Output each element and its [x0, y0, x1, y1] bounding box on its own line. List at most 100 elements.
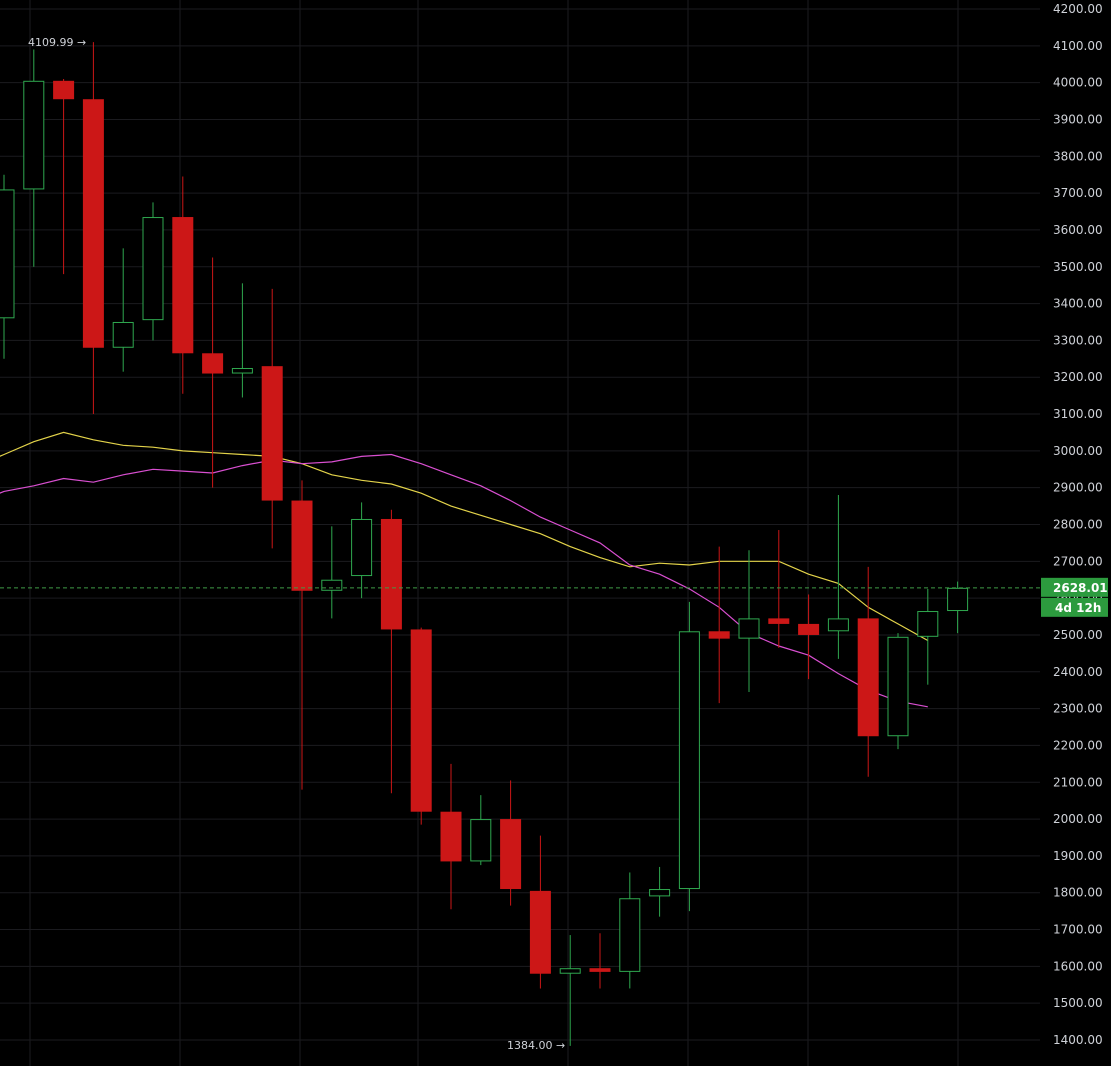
- moving-averages: [0, 431, 929, 708]
- countdown-value: 4d 12h: [1055, 601, 1101, 615]
- candle[interactable]: [798, 594, 820, 680]
- candle-body-up: [23, 80, 45, 190]
- high-price-annotation: 4109.99 →: [28, 36, 86, 49]
- y-axis-tick-label: 2100.00: [1053, 775, 1103, 789]
- candle[interactable]: [589, 933, 611, 989]
- candle-body-down: [82, 99, 104, 348]
- candle[interactable]: [768, 530, 790, 648]
- candle[interactable]: [559, 935, 581, 1046]
- low-price-annotation: 1384.00 →: [507, 1039, 565, 1052]
- candle[interactable]: [529, 835, 551, 989]
- candle-body-down: [53, 80, 75, 100]
- y-axis-tick-label: 4200.00: [1053, 2, 1103, 16]
- y-axis-tick-label: 2800.00: [1053, 518, 1103, 532]
- candle-body-down: [798, 623, 820, 635]
- price-axis[interactable]: 1400.00 1500.00 1600.00 1700.00 1800.00 1900.…: [1053, 2, 1103, 1047]
- candle[interactable]: [380, 509, 402, 794]
- candle[interactable]: [470, 795, 492, 866]
- candle[interactable]: [261, 288, 283, 549]
- candle[interactable]: [172, 176, 194, 394]
- current-price-value: 2628.01: [1053, 581, 1108, 595]
- candle-body-down: [589, 968, 611, 972]
- y-axis-tick-label: 2300.00: [1053, 702, 1103, 716]
- candle-body-down: [857, 618, 879, 737]
- candle-body-up: [947, 587, 969, 612]
- candle-body-up: [112, 321, 134, 348]
- candle-body-down: [708, 631, 730, 639]
- candle[interactable]: [82, 42, 104, 415]
- candle[interactable]: [619, 872, 641, 989]
- y-axis-tick-label: 2200.00: [1053, 738, 1103, 752]
- candle-body-up: [887, 636, 909, 737]
- y-axis-tick-label: 2000.00: [1053, 812, 1103, 826]
- candle[interactable]: [887, 633, 909, 750]
- candle[interactable]: [649, 866, 671, 917]
- candle-body-down: [529, 890, 551, 974]
- candle[interactable]: [0, 174, 15, 359]
- candle-body-down: [172, 217, 194, 354]
- candle[interactable]: [410, 627, 432, 825]
- candle[interactable]: [231, 283, 253, 398]
- candle[interactable]: [351, 502, 373, 599]
- candle[interactable]: [53, 78, 75, 275]
- candle-body-down: [410, 629, 432, 812]
- candle[interactable]: [738, 550, 760, 693]
- candle-body-up: [917, 611, 939, 637]
- candle-body-down: [768, 618, 790, 624]
- candle[interactable]: [142, 202, 164, 341]
- candle[interactable]: [23, 49, 45, 267]
- candle-body-down: [440, 811, 462, 862]
- y-axis-tick-label: 1800.00: [1053, 886, 1103, 900]
- candle-body-down: [380, 518, 402, 630]
- price-badges: 2628.01 4d 12h: [1041, 577, 1108, 617]
- candle[interactable]: [827, 495, 849, 659]
- candle-body-up: [142, 217, 164, 321]
- candle-body-down: [261, 366, 283, 501]
- candle[interactable]: [112, 248, 134, 372]
- candle[interactable]: [202, 257, 224, 488]
- candle[interactable]: [947, 581, 969, 634]
- y-axis-tick-label: 1400.00: [1053, 1033, 1103, 1047]
- y-axis-tick-label: 3300.00: [1053, 333, 1103, 347]
- candles: [0, 42, 969, 1046]
- countdown-badge: [1041, 597, 1108, 617]
- candle-body-down: [202, 353, 224, 374]
- candle[interactable]: [440, 763, 462, 910]
- y-axis-tick-label: 3100.00: [1053, 407, 1103, 421]
- candle-body-up: [231, 368, 253, 374]
- y-axis-tick-label: 2400.00: [1053, 665, 1103, 679]
- candle-body-up: [678, 631, 700, 890]
- y-axis-tick-label: 3500.00: [1053, 260, 1103, 274]
- candle[interactable]: [708, 546, 730, 704]
- y-axis-tick-label: 3000.00: [1053, 444, 1103, 458]
- candle-body-up: [470, 819, 492, 862]
- candle-body-up: [649, 889, 671, 897]
- ma-slow-line: [0, 453, 928, 708]
- candle[interactable]: [678, 601, 700, 912]
- y-axis-tick-label: 1500.00: [1053, 996, 1103, 1010]
- candle[interactable]: [291, 480, 313, 790]
- y-axis-tick-label: 4000.00: [1053, 76, 1103, 90]
- candle[interactable]: [857, 566, 879, 777]
- y-axis-tick-label: 1700.00: [1053, 923, 1103, 937]
- candle-body-up: [738, 618, 760, 639]
- candle-body-up: [559, 968, 581, 974]
- candle-body-down: [500, 819, 522, 890]
- y-axis-tick-label: 3200.00: [1053, 370, 1103, 384]
- candle[interactable]: [500, 780, 522, 906]
- y-axis-tick-label: 2700.00: [1053, 554, 1103, 568]
- y-axis-tick-label: 3600.00: [1053, 223, 1103, 237]
- candle-body-up: [619, 898, 641, 972]
- y-axis-tick-label: 2500.00: [1053, 628, 1103, 642]
- y-axis-tick-label: 1900.00: [1053, 849, 1103, 863]
- annotations: 4109.99 → 1384.00 →: [28, 36, 565, 1052]
- candle[interactable]: [321, 526, 343, 619]
- y-axis-tick-label: 3900.00: [1053, 112, 1103, 126]
- y-axis-tick-label: 2900.00: [1053, 481, 1103, 495]
- candle-body-up: [0, 189, 15, 319]
- candle-body-up: [351, 518, 373, 577]
- candle[interactable]: [917, 588, 939, 685]
- y-axis-tick-label: 3400.00: [1053, 297, 1103, 311]
